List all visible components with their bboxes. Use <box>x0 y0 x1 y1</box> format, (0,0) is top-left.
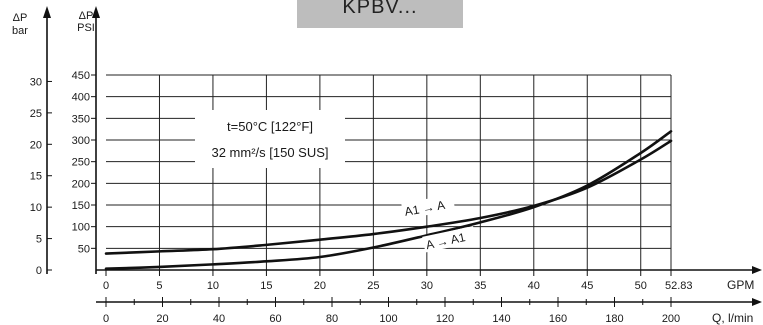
psi-axis-label-line1: ΔP <box>79 10 94 22</box>
lmin-tick-label: 200 <box>662 313 680 325</box>
lmin-tick-label: 180 <box>605 313 623 325</box>
gpm-tick-label: 40 <box>528 280 540 292</box>
gpm-tick-label: 25 <box>367 280 379 292</box>
annotation-viscosity: 32 mm²/s [150 SUS] <box>211 145 328 160</box>
gpm-tick-label: 5 <box>156 280 162 292</box>
gpm-tick-label: 15 <box>260 280 272 292</box>
gpm-tick-label: 35 <box>474 280 486 292</box>
series-label-a1-to-a-group: A1 → A <box>401 194 456 220</box>
annotation-box <box>195 110 345 168</box>
lmin-tick-label: 20 <box>156 313 168 325</box>
psi-axis-label-line2: PSI <box>77 22 95 34</box>
chart-title: KPBV... <box>342 0 418 18</box>
series-line-a-to-a1 <box>104 130 673 270</box>
gpm-tick-label: 50 <box>635 280 647 292</box>
psi-tick-label: 150 <box>72 200 90 212</box>
gpm-tick-label: 20 <box>314 280 326 292</box>
series: A1 → AA → A1 <box>104 130 673 270</box>
bar-tick-label: 30 <box>30 76 42 88</box>
lmin-tick-label: 160 <box>549 313 567 325</box>
gpm-tick-label: 52.83 <box>665 280 693 292</box>
psi-tick-label: 250 <box>72 157 90 169</box>
annotation-temperature: t=50°C [122°F] <box>227 119 313 134</box>
psi-tick-label: 400 <box>72 92 90 104</box>
lmin-axis-arrow <box>752 298 762 306</box>
lmin-tick-label: 80 <box>326 313 338 325</box>
lmin-axis-label: Q, l/min <box>712 311 753 325</box>
bar-tick-label: 10 <box>30 202 42 214</box>
gpm-axis-label: GPM <box>727 278 754 292</box>
series-label-a-to-a1-bg <box>422 226 477 253</box>
bar-tick-label: 15 <box>30 171 42 183</box>
bar-tick-label: 25 <box>30 108 42 120</box>
psi-tick-label: 300 <box>72 135 90 147</box>
series-label-a1-to-a: A1 → A <box>404 198 447 219</box>
lmin-tick-label: 0 <box>103 313 109 325</box>
lmin-tick-label: 100 <box>379 313 397 325</box>
bar-tick-label: 0 <box>36 265 42 277</box>
annotations: t=50°C [122°F] 32 mm²/s [150 SUS] <box>195 110 345 168</box>
axis-labels: ΔP bar ΔP PSI GPM Q, l/min <box>12 10 754 325</box>
axes <box>43 6 762 306</box>
psi-tick-label: 200 <box>72 178 90 190</box>
psi-axis-arrow <box>92 6 100 18</box>
lmin-tick-label: 140 <box>492 313 510 325</box>
bar-axis-arrow <box>43 6 51 18</box>
lmin-tick-label: 40 <box>213 313 225 325</box>
psi-tick-label: 350 <box>72 113 90 125</box>
series-label-a1-to-a-bg <box>401 194 456 220</box>
series-line-a1-to-a <box>104 139 673 255</box>
gpm-tick-label: 0 <box>103 280 109 292</box>
psi-tick-label: 450 <box>72 70 90 82</box>
lmin-tick-label: 60 <box>269 313 281 325</box>
gpm-axis-arrow <box>752 266 762 274</box>
psi-tick-label: 50 <box>78 243 90 255</box>
lmin-tick-label: 120 <box>436 313 454 325</box>
bar-axis-label-line2: bar <box>12 25 28 37</box>
grid <box>106 74 672 270</box>
gpm-tick-label: 10 <box>207 280 219 292</box>
bar-tick-label: 5 <box>36 234 42 246</box>
bar-axis-label-line1: ΔP <box>13 12 28 24</box>
gpm-tick-label: 30 <box>421 280 433 292</box>
bar-tick-label: 20 <box>30 139 42 151</box>
chart-title-box: KPBV... <box>297 0 463 28</box>
psi-tick-label: 100 <box>72 222 90 234</box>
gpm-tick-label: 45 <box>581 280 593 292</box>
